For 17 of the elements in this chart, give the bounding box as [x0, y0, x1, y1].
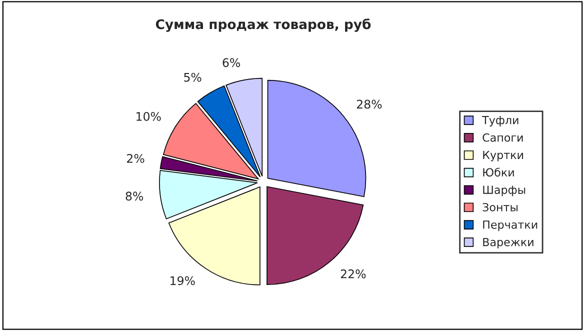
legend-label: Варежки	[483, 238, 534, 248]
data-label: 8%	[126, 192, 144, 201]
data-label: 22%	[340, 269, 366, 278]
legend-label: Шарфы	[483, 186, 526, 196]
data-label: 5%	[184, 72, 202, 82]
data-label: 10%	[136, 112, 161, 121]
legend-label: Туфли	[482, 116, 518, 126]
chart-title: Сумма продаж товаров, руб	[156, 18, 371, 32]
legend-label: Зонты	[482, 203, 518, 212]
data-label: 2%	[127, 154, 144, 163]
legend-label: Куртки	[483, 150, 523, 162]
data-label: 6%	[222, 58, 240, 68]
legend-label: Перчатки	[483, 220, 538, 231]
data-label: 28%	[356, 100, 382, 109]
legend-label: Сапоги	[482, 133, 523, 142]
legend-label: Юбки	[483, 168, 514, 177]
data-label: 19%	[170, 276, 195, 286]
